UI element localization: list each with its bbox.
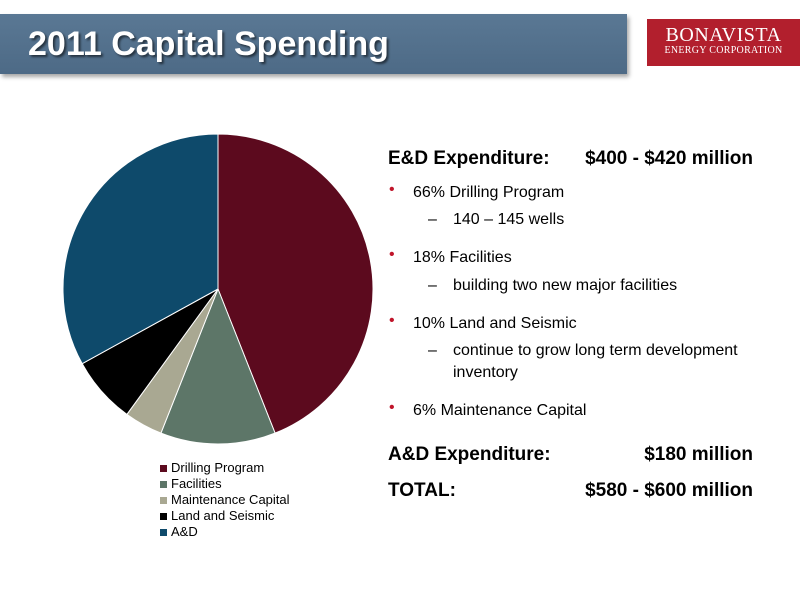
legend-swatch <box>160 464 167 472</box>
bullet-icon: • <box>389 312 395 329</box>
bullet-icon: • <box>389 246 395 263</box>
sub-bullet-text: continue to grow long term development i… <box>453 342 738 381</box>
bullet-text: 6% Maintenance Capital <box>413 402 587 419</box>
legend-item: Drilling Program <box>160 460 290 476</box>
ad-expenditure-label: A&D Expenditure: <box>388 444 551 465</box>
legend-label: Facilities <box>171 476 222 491</box>
ed-expenditure-value: $400 - $420 million <box>585 148 753 169</box>
bullet-icon: • <box>389 181 395 198</box>
sub-bullet-text: building two new major facilities <box>453 277 678 294</box>
legend-item: Maintenance Capital <box>160 492 290 508</box>
legend-swatch <box>160 528 167 536</box>
pie-slice-a-d <box>62 133 219 365</box>
total-value: $580 - $600 million <box>585 480 753 501</box>
dash-icon: – <box>428 211 437 228</box>
pie-slice-facilities <box>160 287 276 445</box>
bullet-text: 66% Drilling Program <box>413 184 565 201</box>
bullet-icon: • <box>389 399 395 416</box>
bullet-text: 10% Land and Seismic <box>413 315 577 332</box>
legend-swatch <box>160 496 167 504</box>
ed-expenditure-label: E&D Expenditure: <box>388 148 550 169</box>
slide-title: 2011 Capital Spending <box>28 25 389 63</box>
dash-icon: – <box>428 277 437 294</box>
pie-chart <box>62 133 374 445</box>
legend-label: Maintenance Capital <box>171 492 290 507</box>
legend-item: Facilities <box>160 476 290 492</box>
legend-item: Land and Seismic <box>160 508 290 524</box>
total-label: TOTAL: <box>388 480 456 501</box>
legend-item: A&D <box>160 524 290 540</box>
legend-label: Land and Seismic <box>171 508 275 523</box>
chart-legend: Drilling Program Facilities Maintenance … <box>160 460 290 540</box>
logo-name: BONAVISTA <box>665 24 782 46</box>
company-logo: BONAVISTA ENERGY CORPORATION <box>647 19 800 66</box>
logo-subtitle: ENERGY CORPORATION <box>664 45 783 56</box>
dash-icon: – <box>428 342 437 359</box>
title-bar: 2011 Capital Spending <box>0 14 627 74</box>
bullet-text: 18% Facilities <box>413 249 512 266</box>
sub-bullet-text: 140 – 145 wells <box>453 211 565 228</box>
ad-expenditure-value: $180 million <box>644 444 753 465</box>
pie-slice-drilling-program <box>217 133 374 434</box>
legend-label: A&D <box>171 524 198 539</box>
legend-label: Drilling Program <box>171 460 265 475</box>
legend-swatch <box>160 480 167 488</box>
legend-swatch <box>160 512 167 520</box>
